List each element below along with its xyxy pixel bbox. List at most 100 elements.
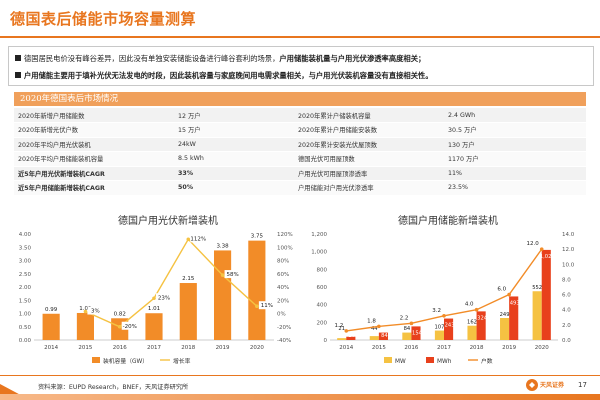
table-cell: 12 万户: [174, 108, 294, 123]
table-cell: 15 万户: [174, 122, 294, 138]
bar-value-label-mw: 84: [404, 326, 411, 332]
bar-mwh: [411, 326, 421, 340]
bar-value-label-mwh: 324: [477, 315, 488, 321]
bar-mw: [500, 318, 510, 340]
y-tick-label: 1.00: [19, 312, 32, 318]
x-tick-label: 2019: [216, 345, 230, 351]
growth-rate-point: [83, 309, 88, 314]
households-label: 4.0: [465, 302, 474, 308]
table-row: 近5年户用储能新增装机CAGR 50% 户用储能对户用光伏渗透率 23.5%: [14, 180, 586, 196]
table-cell: 8.5 kWh: [174, 151, 294, 167]
growth-rate-label: 112%: [190, 236, 206, 242]
x-tick-label: 2018: [470, 345, 484, 351]
y2-tick-label: 8.0: [562, 277, 571, 283]
table-cell: 2020年新增光伏户数: [14, 122, 174, 138]
table-cell: 130 万户: [444, 137, 586, 152]
x-tick-label: 2015: [78, 345, 92, 351]
y2-tick-label: -20%: [277, 325, 291, 331]
table-cell: 户用储能对户用光伏渗透率: [294, 180, 444, 196]
bar-value-label: 1.01: [148, 306, 160, 312]
x-tick-label: 2019: [502, 345, 516, 351]
table-row: 2020年平均户用储能装机容量 8.5 kWh 德国光伏可用屋顶数 1170 万户: [14, 151, 586, 167]
table-cell: 2020年累计户用储能安装数: [294, 122, 444, 138]
y-tick-label: 1,000: [311, 250, 327, 256]
table-row: 2020年新增户用储能数 12 万户 2020年累计户储装机容量 2.4 GWh: [14, 108, 586, 123]
bar-value-label: 3.75: [251, 234, 264, 240]
label-background: [190, 234, 207, 243]
footer-divider: [0, 375, 600, 376]
legend-label-growth: 增长率: [173, 357, 191, 365]
table-cell: 2020年新增户用储能数: [14, 108, 174, 123]
y-tick-label: 0.00: [19, 338, 32, 344]
table-cell: 33%: [174, 166, 294, 181]
table-cell: 24kW: [174, 137, 294, 152]
brand-name: 天风证券: [540, 382, 565, 389]
bar-value-label-mwh: 1,020: [540, 254, 555, 260]
growth-rate-line: [85, 238, 258, 328]
households-label: 3.2: [432, 308, 441, 314]
legend-swatch-mwh: [426, 357, 434, 363]
y-tick-label: 0: [324, 338, 328, 344]
table-row: 2020年新增光伏户数 15 万户 2020年累计户用储能安装数 30.5 万户: [14, 122, 586, 138]
label-background: [258, 301, 275, 310]
bullet-point-1: 德国居民电价没有峰谷差异，因此没有单独安装储能设备进行峰谷套利的场景，户用储能装…: [15, 54, 425, 64]
brand-logo-icon: [526, 379, 538, 391]
bar-mw: [337, 338, 347, 340]
table-cell: 2.4 GWh: [444, 108, 586, 123]
source-note: 资料来源：EUPD Research，BNEF，天风证券研究所: [38, 384, 189, 391]
y-tick-label: 2.00: [19, 285, 32, 291]
y-tick-label: 0.50: [19, 325, 32, 331]
x-tick-label: 2018: [181, 345, 195, 351]
key-points-box: 德国居民电价没有峰谷差异，因此没有单独安装储能设备进行峰谷套利的场景，户用储能装…: [8, 46, 594, 86]
bar-value-label: 0.99: [45, 307, 58, 313]
chart-title-pv: 德国户用光伏新增装机: [118, 216, 218, 227]
table-cell: 户用光伏可用屋顶渗透率: [294, 166, 444, 181]
bar-value-label: 3.38: [216, 243, 229, 249]
storage-installation-chart: 0 200 400 600 800 1,000 1,200 0.0 2.0 4.0 6.0 8.0 10…: [311, 232, 575, 365]
growth-rate-label: 23%: [158, 295, 170, 301]
x-tick-label: 2020: [250, 345, 264, 351]
table-cell: 23.5%: [444, 180, 586, 196]
legend-swatch-mw: [384, 357, 392, 363]
y-tick-label: 2.50: [19, 272, 32, 278]
table-cell: 1170 万户: [444, 151, 586, 167]
bar-value-label-mw: 21: [338, 326, 345, 332]
x-tick-label: 2015: [372, 345, 386, 351]
households-label: 6.0: [497, 287, 506, 293]
bar-value-label-mwh: 493: [510, 300, 520, 306]
households-label: 12.0: [526, 241, 539, 247]
label-background: [121, 321, 138, 330]
y-tick-label: 3.00: [19, 259, 32, 265]
bar-value-label-mwh: 37: [349, 333, 356, 339]
y2-tick-label: 6.0: [562, 293, 571, 299]
y2-tick-label: -40%: [277, 338, 291, 344]
bar-value-label: 1.02: [79, 306, 91, 312]
y-tick-label: 600: [317, 285, 328, 291]
bar-pv-capacity: [179, 283, 197, 340]
growth-rate-label: 11%: [261, 303, 273, 309]
legend-label-mwh: MWh: [437, 359, 452, 365]
y2-tick-label: 14.0: [562, 232, 575, 238]
bar-mwh: [346, 336, 356, 340]
bar-mwh: [509, 296, 519, 340]
table-cell: 2020年平均户用储能装机容量: [14, 151, 174, 167]
growth-rate-label: -20%: [123, 324, 137, 330]
table-cell: 德国光伏可用屋顶数: [294, 151, 444, 167]
bar-pv-capacity: [145, 313, 163, 340]
label-background: [156, 293, 172, 302]
y2-tick-label: 2.0: [562, 323, 571, 329]
y-tick-label: 400: [317, 303, 328, 309]
x-tick-label: 2014: [339, 345, 353, 351]
table-cell: 2020年累计安装光伏屋顶数: [294, 137, 444, 152]
y2-tick-label: 0%: [277, 312, 286, 318]
page-title: 德国表后储能市场容量测算: [10, 10, 197, 28]
y-tick-label: 200: [317, 320, 328, 326]
table-cell: 30.5 万户: [444, 122, 586, 138]
y-tick-label: 1,200: [311, 232, 327, 238]
bar-mwh: [444, 318, 454, 340]
households-point: [507, 292, 511, 297]
table-cell: 近5年户用光伏新增装机CAGR: [14, 166, 174, 181]
bar-mw: [369, 336, 379, 340]
y2-tick-label: 10.0: [562, 262, 575, 268]
bar-value-label: 0.82: [114, 311, 126, 317]
